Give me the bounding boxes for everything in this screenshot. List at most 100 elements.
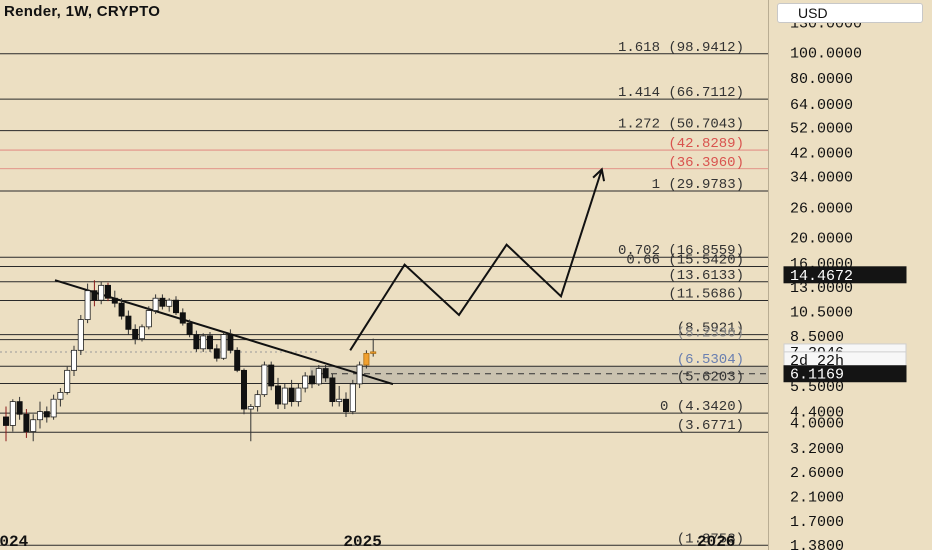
candle-body xyxy=(295,387,302,403)
projection-path xyxy=(349,169,603,351)
fib-label: (6.5304) xyxy=(677,352,744,368)
price-tick-label: 4.0000 xyxy=(790,416,844,433)
price-tick-label: 1.3800 xyxy=(790,538,844,550)
support-zone-layer xyxy=(0,351,768,384)
candle-body xyxy=(166,299,173,307)
candle-body xyxy=(315,368,322,385)
candle-body xyxy=(213,348,220,359)
price-tag-label: 14.4672 xyxy=(790,268,853,285)
fib-label: (3.6771) xyxy=(677,418,744,434)
projection-arrowhead xyxy=(592,167,606,182)
candle-body xyxy=(254,394,261,407)
price-tick-label: 80.0000 xyxy=(790,71,853,88)
fib-label: (1.3753) xyxy=(677,531,744,547)
candle-body xyxy=(261,364,268,396)
price-tick-label: 8.5000 xyxy=(790,329,844,346)
candle-body xyxy=(349,383,356,413)
time-axis-labels: 2024 2025 2026 xyxy=(0,533,735,550)
candle-body xyxy=(16,401,23,415)
candle-body xyxy=(57,392,64,400)
price-tick-label: 42.0000 xyxy=(790,145,853,162)
candle-body xyxy=(227,334,234,351)
fib-label: 1.618 (98.9412) xyxy=(618,40,744,56)
candle-body xyxy=(84,290,91,320)
currency-selector[interactable]: USD xyxy=(777,3,923,23)
price-tick-label: 100.0000 xyxy=(790,46,862,63)
candle-body xyxy=(3,416,9,426)
price-tick-label: 2.6000 xyxy=(790,465,844,482)
candle-body xyxy=(240,369,247,410)
candle-body xyxy=(152,297,159,311)
time-tick-label: 2025 xyxy=(343,533,381,550)
fib-levels-layer: 1.618 (98.9412) 1.414 (66.7112) 1.272 (50.… xyxy=(0,40,768,547)
candle-body xyxy=(91,290,98,301)
candle-body xyxy=(111,297,118,304)
candle-body xyxy=(50,398,57,418)
plot-background xyxy=(0,0,768,550)
price-tag-box xyxy=(783,266,907,284)
price-tag-box xyxy=(783,365,907,383)
candle-body xyxy=(329,377,336,403)
fib-label: 1.272 (50.7043) xyxy=(618,117,744,133)
candle-body xyxy=(179,312,186,324)
time-tick-label: 2024 xyxy=(0,533,29,550)
price-tick-label: 1.7000 xyxy=(790,514,844,531)
price-tick-label: 34.0000 xyxy=(790,170,853,187)
candle-body xyxy=(336,398,343,403)
candle-body xyxy=(302,375,309,389)
fib-label: (11.5686) xyxy=(668,286,744,302)
candle-body xyxy=(138,326,145,340)
fib-label: 1 (29.9783) xyxy=(652,177,744,193)
fib-label: (8.2336) xyxy=(677,326,744,342)
candle-body xyxy=(172,299,179,314)
price-tick-label: 10.5000 xyxy=(790,305,853,322)
price-tick-label: 20.0000 xyxy=(790,231,853,248)
candle-body xyxy=(159,297,166,307)
candle-body xyxy=(30,419,37,432)
candle-body xyxy=(125,315,132,330)
fib-label: (13.6133) xyxy=(668,268,744,284)
price-tick-label: 3.2000 xyxy=(790,441,844,458)
candle-body xyxy=(9,401,16,426)
candles-layer xyxy=(3,280,377,442)
candle-body xyxy=(200,335,207,350)
candle-body xyxy=(274,385,281,405)
candle-body xyxy=(206,335,213,350)
candle-body xyxy=(186,322,193,335)
candle-body xyxy=(98,284,105,301)
fib-label: 0 (4.3420) xyxy=(660,399,744,415)
candle-body xyxy=(322,368,329,379)
candle-body xyxy=(342,398,349,413)
fib-label: (36.3960) xyxy=(668,155,744,171)
price-tick-label: 64.0000 xyxy=(790,97,853,114)
chart-title: Render, 1W, CRYPTO xyxy=(4,3,161,20)
fib-label: (42.8289) xyxy=(668,136,744,152)
candle-body xyxy=(308,375,315,385)
candle-body xyxy=(132,328,139,340)
candle-body xyxy=(356,364,363,385)
price-tick-label: 2.1000 xyxy=(790,490,844,507)
fib-label: (5.6203) xyxy=(677,369,744,385)
time-tick-label: 2026 xyxy=(697,533,735,550)
candle-body xyxy=(288,387,295,403)
price-tick-label: 52.0000 xyxy=(790,121,853,138)
candle-body xyxy=(64,369,71,393)
price-tick-label: 13.0000 xyxy=(790,280,853,297)
candle-body xyxy=(71,349,78,371)
fib-label: 1.414 (66.7112) xyxy=(618,85,744,101)
candle-body xyxy=(37,411,44,421)
price-tick-label: 26.0000 xyxy=(790,200,853,217)
candle-body xyxy=(145,310,152,328)
candle-body xyxy=(193,334,200,350)
price-tick-label: 4.4000 xyxy=(790,405,844,422)
candle-body xyxy=(220,334,227,359)
candle-body xyxy=(43,411,50,418)
candle-body xyxy=(77,319,84,351)
price-tag-label: 6.1169 xyxy=(790,367,844,384)
candle-body xyxy=(363,353,370,366)
candle-body xyxy=(281,387,288,405)
candle-body xyxy=(268,364,275,387)
candle-body xyxy=(234,349,241,371)
